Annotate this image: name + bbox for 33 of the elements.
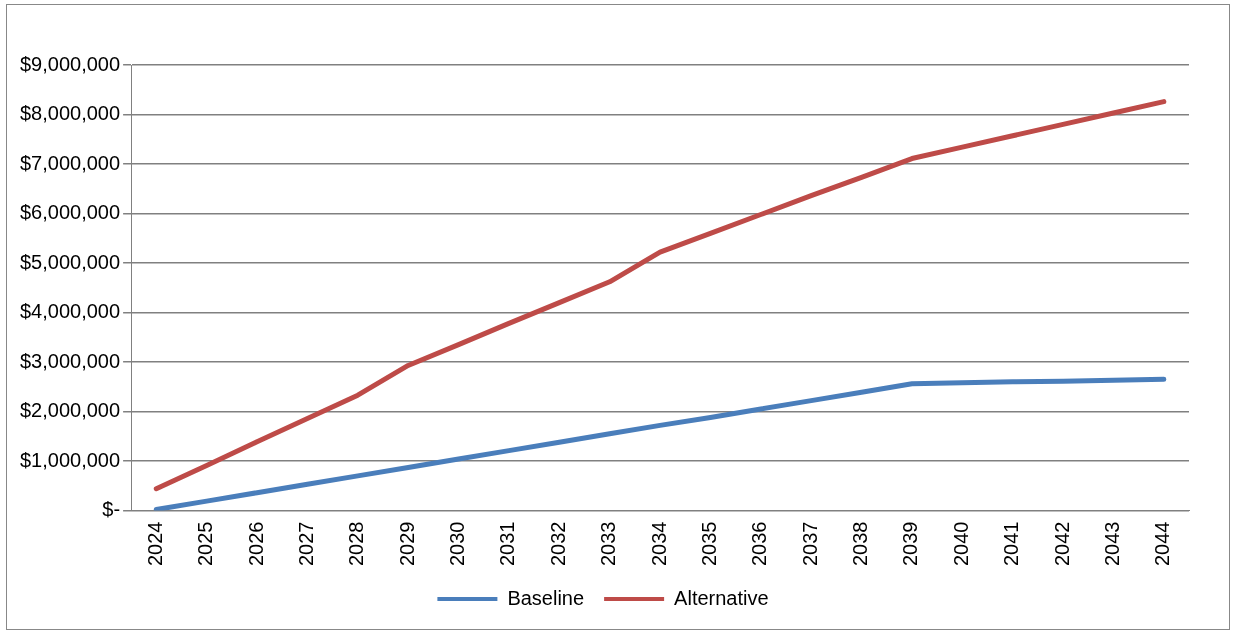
y-tick-label: $2,000,000 [19,399,121,422]
x-tick-label: 2025 [194,521,217,567]
y-tick-label: $9,000,000 [19,52,121,75]
x-tick-label: 2032 [546,521,569,567]
y-tick-label: $8,000,000 [19,102,121,125]
x-tick-label: 2040 [949,521,972,567]
y-tick-label: $3,000,000 [19,349,121,372]
y-tick-label: $4,000,000 [19,300,121,323]
x-tick-label: 2033 [597,521,620,567]
x-tick-label: 2029 [395,521,418,567]
x-tick-label: 2043 [1100,521,1123,567]
x-tick-label: 2026 [244,521,267,567]
x-tick-label: 2024 [143,521,166,567]
y-tick-label: $5,000,000 [19,250,121,273]
x-tick-label: 2035 [697,521,720,567]
y-tick-label: $1,000,000 [19,448,121,471]
y-tick-label: $6,000,000 [19,201,121,224]
x-tick-label: 2030 [446,521,469,567]
y-tick-label: $7,000,000 [19,151,121,174]
y-tick-label: $- [102,498,121,521]
x-tick-label: 2031 [496,521,519,567]
x-tick-label: 2028 [345,521,368,567]
legend-label: Baseline [507,586,585,609]
x-tick-label: 2044 [1151,521,1174,567]
x-tick-label: 2027 [294,521,317,567]
x-tick-label: 2034 [647,521,670,567]
x-tick-label: 2036 [748,521,771,567]
x-tick-label: 2038 [849,521,872,567]
x-tick-label: 2042 [1050,521,1073,567]
legend-label: Alternative [674,586,769,609]
x-tick-label: 2041 [1000,521,1023,567]
x-tick-label: 2039 [899,521,922,567]
x-tick-label: 2037 [798,521,821,567]
